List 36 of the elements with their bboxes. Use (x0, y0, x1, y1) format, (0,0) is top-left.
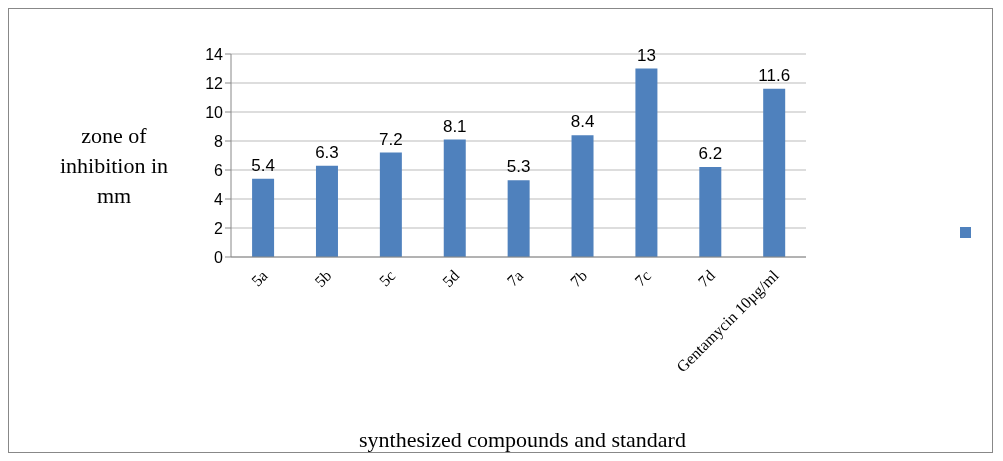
y-axis-title: zone of inhibition in mm (58, 122, 170, 210)
bar (571, 135, 594, 257)
y-tick-label: 0 (214, 248, 224, 266)
data-label: 13 (636, 45, 656, 65)
bar (635, 68, 658, 257)
x-tick-label: 5a (248, 266, 271, 290)
bar (315, 165, 338, 257)
bar (699, 167, 722, 257)
x-tick-label: 7c (631, 266, 655, 290)
y-tick-label: 14 (205, 45, 224, 63)
data-label: 8.1 (442, 116, 467, 136)
bar (379, 152, 402, 257)
data-label: 6.3 (315, 142, 339, 162)
bar (763, 88, 786, 257)
x-tick-label: 7b (566, 266, 591, 291)
data-label: 5.3 (506, 157, 531, 177)
data-label: 5.4 (251, 155, 275, 175)
y-tick-label: 8 (214, 132, 224, 150)
x-tick-label: 7a (503, 266, 527, 290)
data-label: 7.2 (379, 129, 403, 149)
x-tick-label: 7d (694, 266, 718, 291)
y-tick-label: 2 (214, 219, 224, 237)
y-tick-label: 10 (205, 103, 224, 121)
data-label: 6.2 (698, 144, 723, 164)
bar (443, 139, 466, 257)
bar (507, 180, 530, 257)
y-tick-label: 12 (205, 74, 224, 92)
data-label: 8.4 (570, 112, 595, 132)
y-tick-label: 4 (214, 190, 224, 208)
x-tick-label: 5d (439, 266, 463, 291)
data-label: 11.6 (758, 65, 791, 85)
bar (252, 178, 275, 257)
x-axis-title: synthesized compounds and standard (358, 427, 687, 453)
x-tick-label: 5b (311, 266, 335, 291)
y-tick-label: 6 (214, 161, 224, 179)
x-tick-label: 5c (375, 266, 399, 290)
